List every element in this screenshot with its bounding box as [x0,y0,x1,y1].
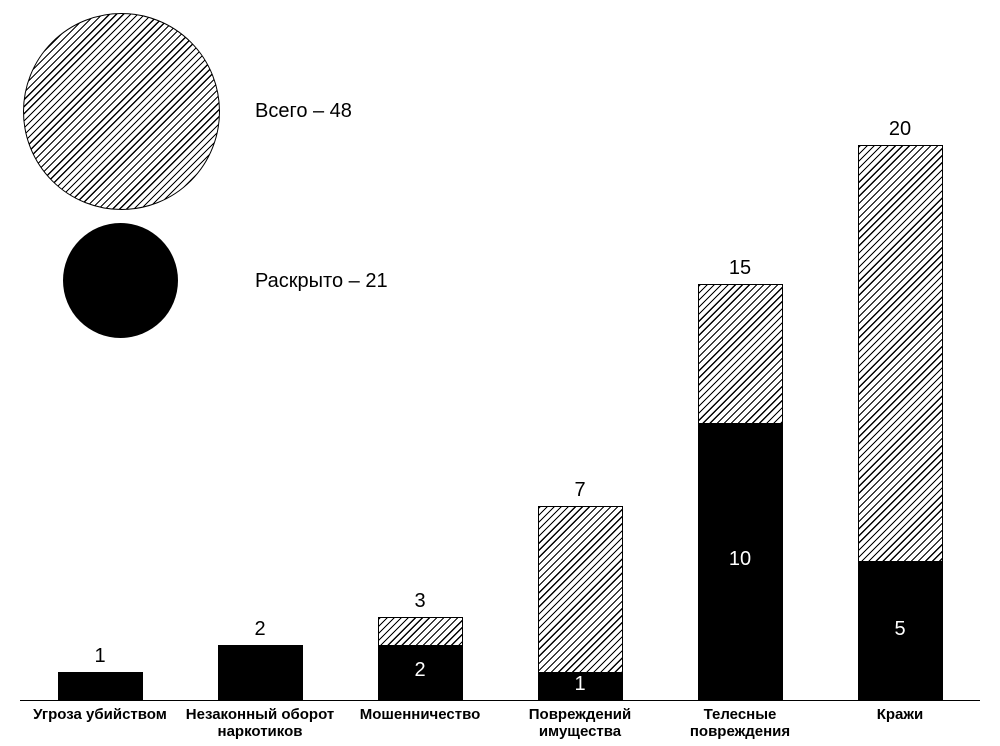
bar-column: 71Повреждений имущества [538,506,623,700]
bar-total-value: 15 [698,257,783,280]
category-label: Угроза убийством [20,700,180,723]
plot-area: 1Угроза убийством 2Незаконный оборот нарк… [20,145,980,700]
bar-solved [218,645,303,701]
bar-total-value: 2 [218,618,303,641]
bar-total-value: 20 [858,118,943,141]
bar-column: 32Мошенничество [378,617,463,700]
bar-total-value: 7 [538,479,623,502]
bar-solved-value: 5 [858,618,943,641]
bar-total-value: 3 [378,590,463,613]
bar-solved-value: 1 [538,673,623,696]
category-label: Повреждений имущества [500,700,660,741]
bar-solved [58,672,143,700]
category-label: Мошенничество [340,700,500,723]
category-label: Незаконный оборот наркотиков [180,700,340,741]
bar-total-value: 1 [58,645,143,668]
legend-total-label: Всего – 48 [255,100,352,123]
bar-total [538,506,623,700]
bar-solved-value: 10 [698,548,783,571]
crime-stats-chart: Всего – 48 Раскрыто – 21 1Угроза убийств… [0,0,1000,746]
bar-solved-value: 2 [378,659,463,682]
bar-column: 1Угроза убийством [58,672,143,700]
bar-column: 2Незаконный оборот наркотиков [218,645,303,701]
category-label: Телесные повреждения [660,700,820,741]
bar-column: 205Кражи [858,145,943,700]
bar-column: 1510Телесные повреждения [698,284,783,700]
category-label: Кражи [820,700,980,723]
